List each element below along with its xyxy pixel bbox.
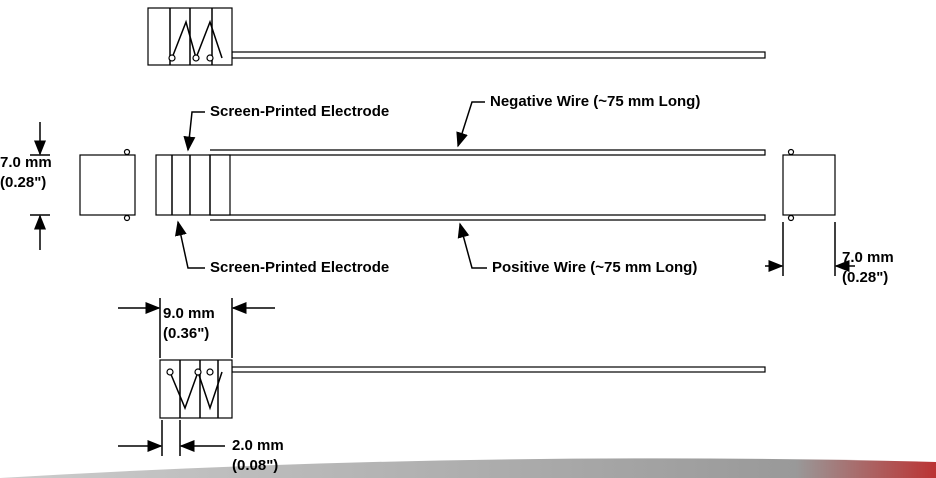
decor-band	[0, 458, 936, 478]
dimension-label: 2.0 mm	[232, 437, 284, 454]
bottom-view	[159, 359, 766, 419]
dimension-label: (0.08")	[232, 457, 278, 474]
callout-label: Negative Wire (~75 mm Long)	[490, 93, 700, 110]
dimension-label: (0.36")	[163, 325, 209, 342]
top-view	[147, 7, 766, 66]
dimension-label: (0.28")	[842, 269, 888, 286]
side-view	[79, 148, 836, 222]
dimension-label: (0.28")	[0, 174, 46, 191]
dimension-lines	[30, 122, 855, 456]
dimension-label: 7.0 mm	[842, 249, 894, 266]
callout-label: Positive Wire (~75 mm Long)	[492, 259, 697, 276]
callout-label: Screen-Printed Electrode	[210, 259, 389, 276]
dimension-label: 9.0 mm	[163, 305, 215, 322]
dimension-label: 7.0 mm	[0, 154, 52, 171]
leaders	[175, 101, 487, 269]
callout-label: Screen-Printed Electrode	[210, 103, 389, 120]
